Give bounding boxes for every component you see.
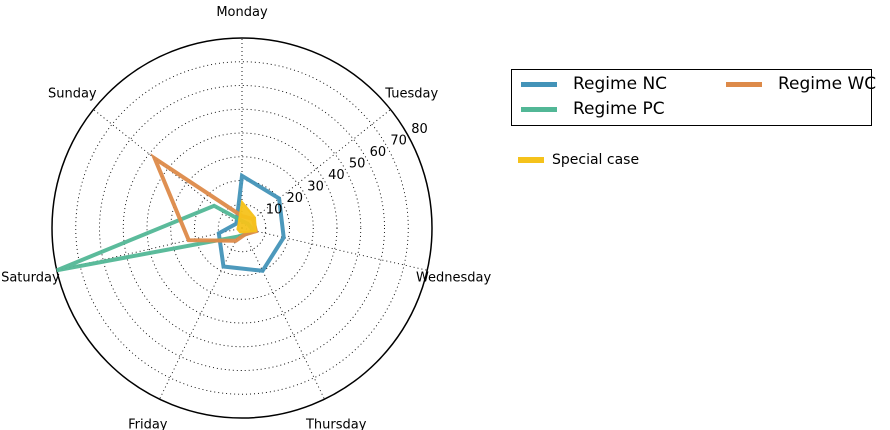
- radar-grid-circle-70: [75, 61, 409, 395]
- series-regime-nc: [216, 172, 286, 273]
- legend-label-regime-wc: Regime WC: [778, 74, 877, 94]
- legend-swatch-regime-pc: [521, 106, 557, 112]
- legend-label-regime-pc: Regime PC: [573, 99, 665, 119]
- series-special-case: [236, 199, 257, 234]
- legend-label-special-case: Special case: [552, 152, 640, 168]
- radar-grid: [51, 37, 433, 419]
- category-label-friday: Friday: [128, 418, 168, 430]
- legend-label-regime-nc: Regime NC: [573, 74, 668, 94]
- radar-spoke-thursday: [241, 227, 325, 400]
- category-label-monday: Monday: [216, 5, 268, 20]
- radar-spoke-tuesday: [241, 109, 391, 229]
- legend-swatch-regime-nc: [521, 81, 557, 87]
- radar-spoke-friday: [159, 227, 243, 400]
- radial-tick-label-80: 80: [411, 122, 428, 137]
- radial-tick-label-30: 30: [307, 180, 324, 195]
- category-label-wednesday: Wednesday: [416, 270, 492, 285]
- radar-grid-circle-30: [170, 156, 314, 300]
- radial-tick-label-50: 50: [349, 156, 366, 171]
- radial-tick-label-10: 10: [266, 203, 283, 218]
- chart-legend: Regime NC Regime PC Regime WC: [511, 69, 876, 126]
- radar-labels: Monday Tuesday Wednesday Thursday Friday Satu…: [1, 5, 491, 430]
- radial-tick-label-20: 20: [287, 191, 304, 206]
- radar-grid-circle-50: [122, 108, 362, 348]
- radar-spoke-wednesday: [241, 227, 428, 271]
- category-label-sunday: Sunday: [48, 87, 97, 102]
- radar-grid-circle-10: [217, 203, 267, 253]
- category-label-thursday: Thursday: [305, 418, 367, 430]
- radar-grid-circle-60: [99, 85, 385, 371]
- category-label-saturday: Saturday: [1, 270, 60, 285]
- radial-tick-label-40: 40: [328, 168, 345, 183]
- radar-series: [56, 153, 286, 273]
- radar-grid-circle-20: [194, 180, 290, 276]
- radar-grid-circle-40: [146, 132, 338, 324]
- legend-item-regime-nc: Regime NC: [521, 74, 667, 94]
- legend-swatch-regime-wc: [726, 81, 762, 87]
- radial-tick-label-60: 60: [370, 145, 387, 160]
- legend-item-regime-wc: Regime WC: [726, 74, 876, 94]
- radar-outer-circle: [51, 37, 433, 419]
- category-label-tuesday: Tuesday: [384, 87, 438, 102]
- legend-swatch-special-case: [518, 157, 544, 163]
- radial-tick-label-70: 70: [390, 133, 407, 148]
- legend-item-regime-pc: Regime PC: [521, 99, 665, 119]
- legend-item-special-case: Special case: [518, 152, 639, 168]
